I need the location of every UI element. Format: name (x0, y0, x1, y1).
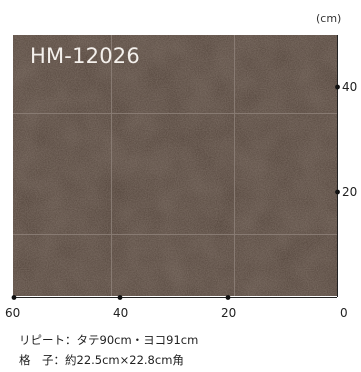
repeat-value: タテ90cm・ヨコ91cm (76, 333, 199, 347)
x-tick-label: 40 (113, 306, 129, 320)
unit-label: (cm) (316, 12, 342, 25)
grid-info: 格 子：約22.5cm×22.8cm角 (19, 353, 184, 367)
y-tick-label: 20 (342, 185, 358, 199)
swatch-texture (13, 35, 337, 296)
x-tick-label: 60 (5, 306, 21, 320)
repeat-info: リピート：タテ90cm・ヨコ91cm (19, 333, 199, 347)
grid-label: 格 子 (19, 353, 54, 367)
product-code: HM-12026 (30, 44, 140, 68)
x-tick-label: 20 (221, 306, 237, 320)
tile-grid-lines (13, 35, 337, 296)
repeat-label: リピート (19, 333, 65, 347)
material-swatch: HM-12026 (13, 35, 337, 296)
grid-value: 約22.5cm×22.8cm角 (65, 353, 184, 367)
y-tick-label: 40 (342, 80, 358, 94)
x-tick-label: 0 (340, 306, 348, 320)
